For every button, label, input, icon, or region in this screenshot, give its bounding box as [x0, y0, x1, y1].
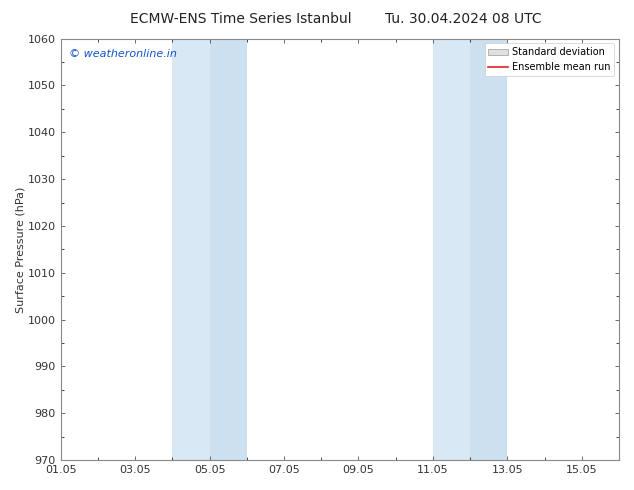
Bar [210, 39, 247, 460]
Text: © weatheronline.in: © weatheronline.in [69, 49, 177, 59]
Bar [470, 39, 507, 460]
Text: ECMW-ENS Time Series Istanbul: ECMW-ENS Time Series Istanbul [130, 12, 352, 26]
Text: Tu. 30.04.2024 08 UTC: Tu. 30.04.2024 08 UTC [384, 12, 541, 26]
Y-axis label: Surface Pressure (hPa): Surface Pressure (hPa) [15, 186, 25, 313]
Bar [433, 39, 470, 460]
Bar [172, 39, 210, 460]
Legend: Standard deviation, Ensemble mean run: Standard deviation, Ensemble mean run [484, 44, 614, 76]
